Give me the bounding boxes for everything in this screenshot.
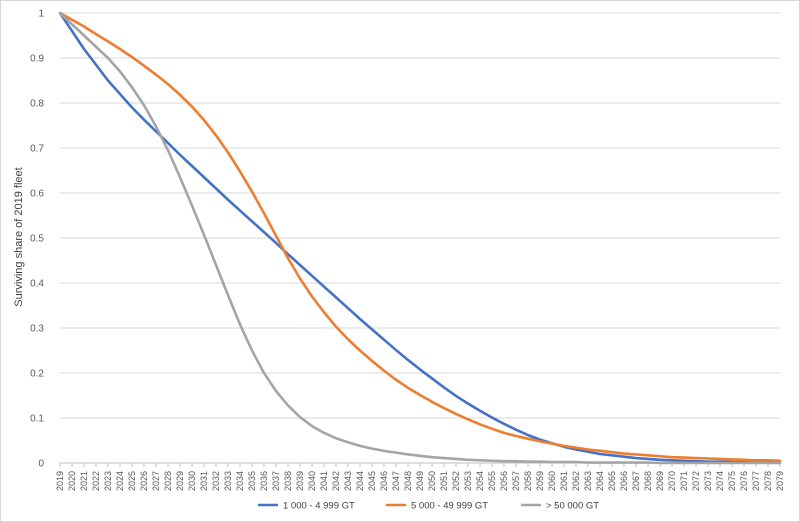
- y-tick-label: 0.6: [30, 189, 44, 200]
- x-tick-label: 2055: [487, 471, 497, 491]
- series-line: [58, 11, 782, 464]
- x-tick-label: 2043: [343, 471, 353, 491]
- y-tick-label: 0.9: [30, 54, 44, 65]
- legend: 1 000 - 4 999 GT 5 000 - 49 999 GT > 50 00…: [258, 501, 599, 512]
- x-tick-label: 2072: [691, 471, 701, 491]
- x-tick-label: 2050: [427, 471, 437, 491]
- x-tick-label: 2077: [751, 471, 761, 491]
- x-tick-label: 2021: [79, 471, 89, 491]
- x-tick-label: 2023: [103, 471, 113, 491]
- y-tick-label: 0.4: [30, 279, 44, 290]
- x-tick-label: 2075: [727, 471, 737, 491]
- x-tick-label: 2030: [187, 471, 197, 491]
- x-tick-label: 2044: [355, 471, 365, 491]
- y-tick-label: 1: [38, 9, 44, 20]
- x-tick-label: 2022: [91, 471, 101, 491]
- gridlines: [60, 12, 780, 464]
- legend-label: 5 000 - 49 999 GT: [411, 501, 488, 512]
- x-tick-label: 2078: [763, 471, 773, 491]
- x-tick-label: 2059: [535, 471, 545, 491]
- y-tick-label: 0.7: [30, 144, 44, 155]
- x-tick-label: 2026: [139, 471, 149, 491]
- y-tick-label: 0.5: [30, 234, 44, 245]
- x-tick-label: 2068: [643, 471, 653, 491]
- series-lines: [58, 11, 782, 465]
- x-tick-label: 2037: [271, 471, 281, 491]
- y-axis-ticks: 0 0.1 0.2 0.3 0.4 0.5 0.6 0.7 0.8 0.9 1: [30, 9, 44, 470]
- y-tick-label: 0.8: [30, 99, 44, 110]
- x-axis-ticks: 2019 2020 2021 2022 2023 2024 2025 2026 2027 2028…: [55, 463, 785, 491]
- x-tick-label: 2049: [415, 471, 425, 491]
- series-line: [58, 11, 782, 465]
- x-tick-label: 2076: [739, 471, 749, 491]
- x-tick-label: 2034: [235, 471, 245, 491]
- x-tick-label: 2070: [667, 471, 677, 491]
- x-tick-label: 2069: [655, 471, 665, 491]
- x-tick-label: 2031: [199, 471, 209, 491]
- x-tick-label: 2047: [391, 471, 401, 491]
- x-tick-label: 2063: [583, 471, 593, 491]
- x-tick-label: 2041: [319, 471, 329, 491]
- x-tick-label: 2036: [259, 471, 269, 491]
- x-tick-label: 2032: [211, 471, 221, 491]
- x-tick-label: 2065: [607, 471, 617, 491]
- x-tick-label: 2066: [619, 471, 629, 491]
- x-tick-label: 2020: [67, 471, 77, 491]
- x-tick-label: 2071: [679, 471, 689, 491]
- x-tick-label: 2027: [151, 471, 161, 491]
- x-tick-label: 2074: [715, 471, 725, 491]
- y-tick-label: 0.2: [30, 369, 44, 380]
- x-tick-label: 2028: [163, 471, 173, 491]
- y-tick-label: 0.3: [30, 324, 44, 335]
- x-tick-label: 2035: [247, 471, 257, 491]
- legend-label: > 50 000 GT: [546, 501, 599, 512]
- x-tick-label: 2019: [55, 471, 65, 491]
- x-tick-label: 2038: [283, 471, 293, 491]
- y-tick-label: 0: [38, 459, 44, 470]
- x-tick-label: 2045: [367, 471, 377, 491]
- legend-label: 1 000 - 4 999 GT: [283, 501, 355, 512]
- series-line: [58, 11, 782, 463]
- x-tick-label: 2024: [115, 471, 125, 491]
- x-tick-label: 2051: [439, 471, 449, 491]
- x-tick-label: 2033: [223, 471, 233, 491]
- x-tick-label: 2058: [523, 471, 533, 491]
- y-axis-label: Surviving share of 2019 fleet: [13, 167, 25, 306]
- x-tick-label: 2040: [307, 471, 317, 491]
- x-tick-label: 2048: [403, 471, 413, 491]
- x-tick-label: 2053: [463, 471, 473, 491]
- x-tick-label: 2052: [451, 471, 461, 491]
- x-tick-label: 2073: [703, 471, 713, 491]
- x-tick-label: 2067: [631, 471, 641, 491]
- x-tick-label: 2064: [595, 471, 605, 491]
- y-tick-label: 0.1: [30, 414, 44, 425]
- x-tick-label: 2060: [547, 471, 557, 491]
- x-tick-label: 2062: [571, 471, 581, 491]
- x-tick-label: 2061: [559, 471, 569, 491]
- x-tick-label: 2054: [475, 471, 485, 491]
- x-tick-label: 2025: [127, 471, 137, 491]
- x-tick-label: 2042: [331, 471, 341, 491]
- x-tick-label: 2057: [511, 471, 521, 491]
- x-tick-label: 2046: [379, 471, 389, 491]
- x-tick-label: 2079: [775, 471, 785, 491]
- x-tick-label: 2029: [175, 471, 185, 491]
- x-tick-label: 2039: [295, 471, 305, 491]
- x-tick-label: 2056: [499, 471, 509, 491]
